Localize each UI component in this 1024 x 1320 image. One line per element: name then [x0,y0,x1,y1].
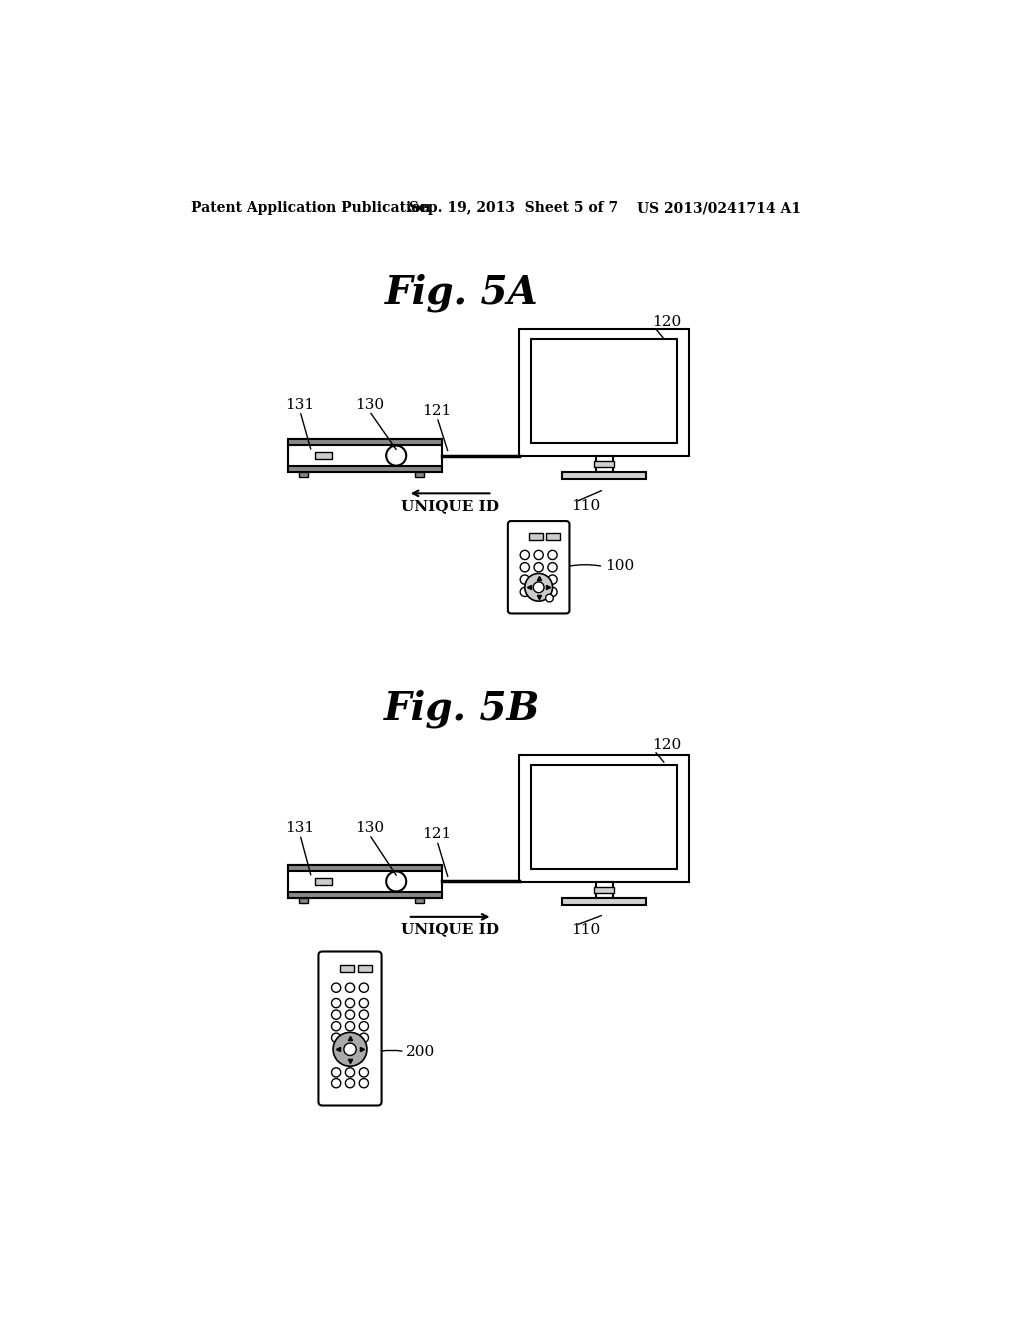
Text: Patent Application Publication: Patent Application Publication [190,202,430,215]
Text: 130: 130 [354,397,384,412]
Text: 120: 120 [652,314,682,329]
Circle shape [535,562,544,572]
Bar [528,533,543,540]
Circle shape [345,1068,354,1077]
Text: 110: 110 [571,499,600,513]
Circle shape [359,1010,369,1019]
Text: US 2013/0241714 A1: US 2013/0241714 A1 [637,202,801,215]
Bar [289,866,442,871]
Circle shape [359,1068,369,1077]
Text: 131: 131 [286,821,314,836]
Circle shape [546,594,553,602]
Circle shape [548,550,557,560]
Text: Fig. 5A: Fig. 5A [385,275,539,313]
Circle shape [344,1043,356,1056]
Circle shape [359,1078,369,1088]
Text: 110: 110 [571,923,600,937]
Bar [596,457,612,471]
Circle shape [333,1032,367,1067]
FancyBboxPatch shape [318,952,382,1106]
Text: UNIQUE ID: UNIQUE ID [401,923,499,936]
Circle shape [386,871,407,891]
Circle shape [332,983,341,993]
Circle shape [345,998,354,1007]
Circle shape [520,576,529,585]
Bar [519,330,689,457]
Bar [531,339,677,444]
Text: 121: 121 [422,404,452,418]
Circle shape [359,1034,369,1043]
Circle shape [345,1022,354,1031]
Circle shape [359,1022,369,1031]
Circle shape [520,562,529,572]
Circle shape [535,576,544,585]
Text: 100: 100 [605,560,634,573]
Circle shape [332,1078,341,1088]
Circle shape [359,983,369,993]
Text: 130: 130 [354,821,384,836]
Bar [595,887,613,892]
Bar [531,766,677,869]
Circle shape [332,1010,341,1019]
FancyBboxPatch shape [508,521,569,614]
Circle shape [548,576,557,585]
Bar [519,755,689,882]
Circle shape [548,562,557,572]
Bar [595,461,613,467]
Circle shape [332,1022,341,1031]
Text: 121: 121 [422,828,452,841]
Circle shape [548,587,557,597]
Circle shape [345,1034,354,1043]
Bar [289,892,442,898]
Bar [289,440,442,445]
Circle shape [345,1078,354,1088]
Bar [299,898,308,903]
Bar [596,882,612,898]
Bar [289,866,442,898]
Circle shape [345,1010,354,1019]
Bar [299,471,308,478]
Circle shape [520,587,529,597]
Bar [289,440,442,471]
Text: UNIQUE ID: UNIQUE ID [401,499,499,512]
Circle shape [534,582,544,593]
Text: 120: 120 [652,738,682,752]
Bar [415,898,424,903]
Circle shape [332,1034,341,1043]
Bar [289,466,442,471]
Circle shape [520,550,529,560]
Circle shape [345,983,354,993]
Circle shape [535,587,544,597]
Text: 200: 200 [407,1044,435,1059]
Bar [562,898,646,906]
Circle shape [535,550,544,560]
Text: Fig. 5B: Fig. 5B [383,689,540,729]
Bar [357,965,372,973]
Bar [415,471,424,478]
Circle shape [525,573,553,601]
Bar [315,878,333,884]
Bar [562,471,646,479]
Circle shape [332,998,341,1007]
Circle shape [359,998,369,1007]
Bar [547,533,560,540]
Bar [315,453,333,459]
Circle shape [386,446,407,466]
Text: 131: 131 [286,397,314,412]
Bar [340,965,354,973]
Text: Sep. 19, 2013  Sheet 5 of 7: Sep. 19, 2013 Sheet 5 of 7 [410,202,618,215]
Circle shape [332,1068,341,1077]
